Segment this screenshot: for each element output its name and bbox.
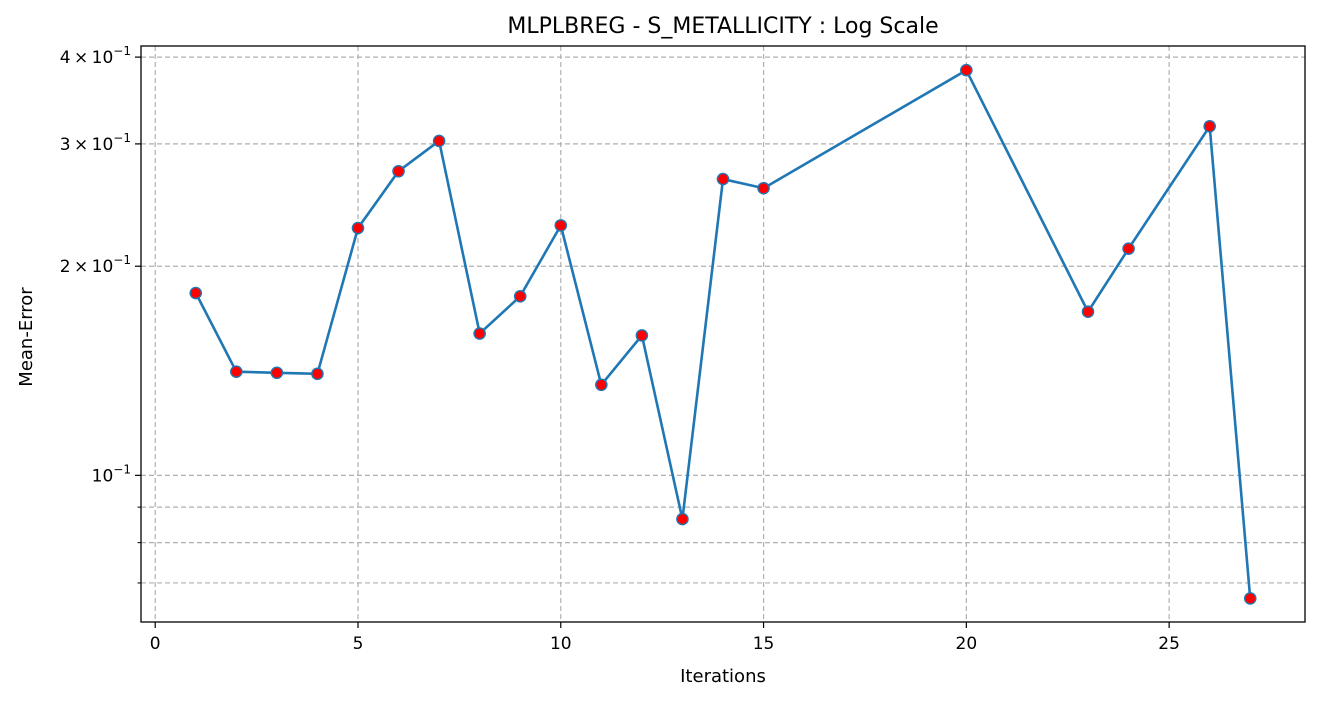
y-tick-label-3: 4 × 10−1 [60,44,131,68]
data-point-13 [716,172,730,186]
data-point-18 [1203,120,1216,133]
y-tick-label-2: 3 × 10−1 [60,131,131,155]
data-point-14 [757,181,770,195]
y-axis-label: Mean-Error [16,287,37,387]
x-tick-label-4: 20 [956,634,978,654]
x-tick-label-0: 0 [150,634,161,654]
data-point-19 [1243,592,1257,605]
data-point-9 [554,219,568,232]
data-point-2 [270,366,284,380]
data-point-3 [311,367,324,381]
data-point-12 [676,512,689,526]
x-tick-label-3: 15 [753,634,775,654]
data-point-15 [960,63,973,77]
x-tick-label-2: 10 [550,634,572,654]
x-axis: 0 5 10 15 20 25 [150,622,1180,654]
plot-area-frame [140,45,1306,623]
data-point-7 [473,327,486,340]
data-point-1 [230,365,243,378]
series-line [194,68,1252,599]
data-point-11 [635,329,649,342]
data-point-0 [189,286,203,300]
data-point-4 [351,221,365,235]
chart-title: MLPLBREG - S_METALLICITY : Log Scale [507,14,938,39]
series-markers [189,63,1257,605]
data-point-16 [1081,305,1095,319]
y-tick-label-1: 2 × 10−1 [60,253,131,277]
x-tick-label-5: 25 [1158,634,1180,654]
data-point-10 [595,378,608,392]
data-point-17 [1122,242,1135,255]
data-point-5 [392,164,405,178]
data-point-6 [432,134,446,148]
y-tick-label-0: 10−1 [92,462,131,486]
grid [141,46,1305,622]
data-point-8 [513,290,527,303]
x-axis-label: Iterations [680,666,766,687]
x-tick-label-1: 5 [353,634,364,654]
y-axis: 10−1 2 × 10−1 3 × 10−1 4 × 10−1 [60,44,141,584]
